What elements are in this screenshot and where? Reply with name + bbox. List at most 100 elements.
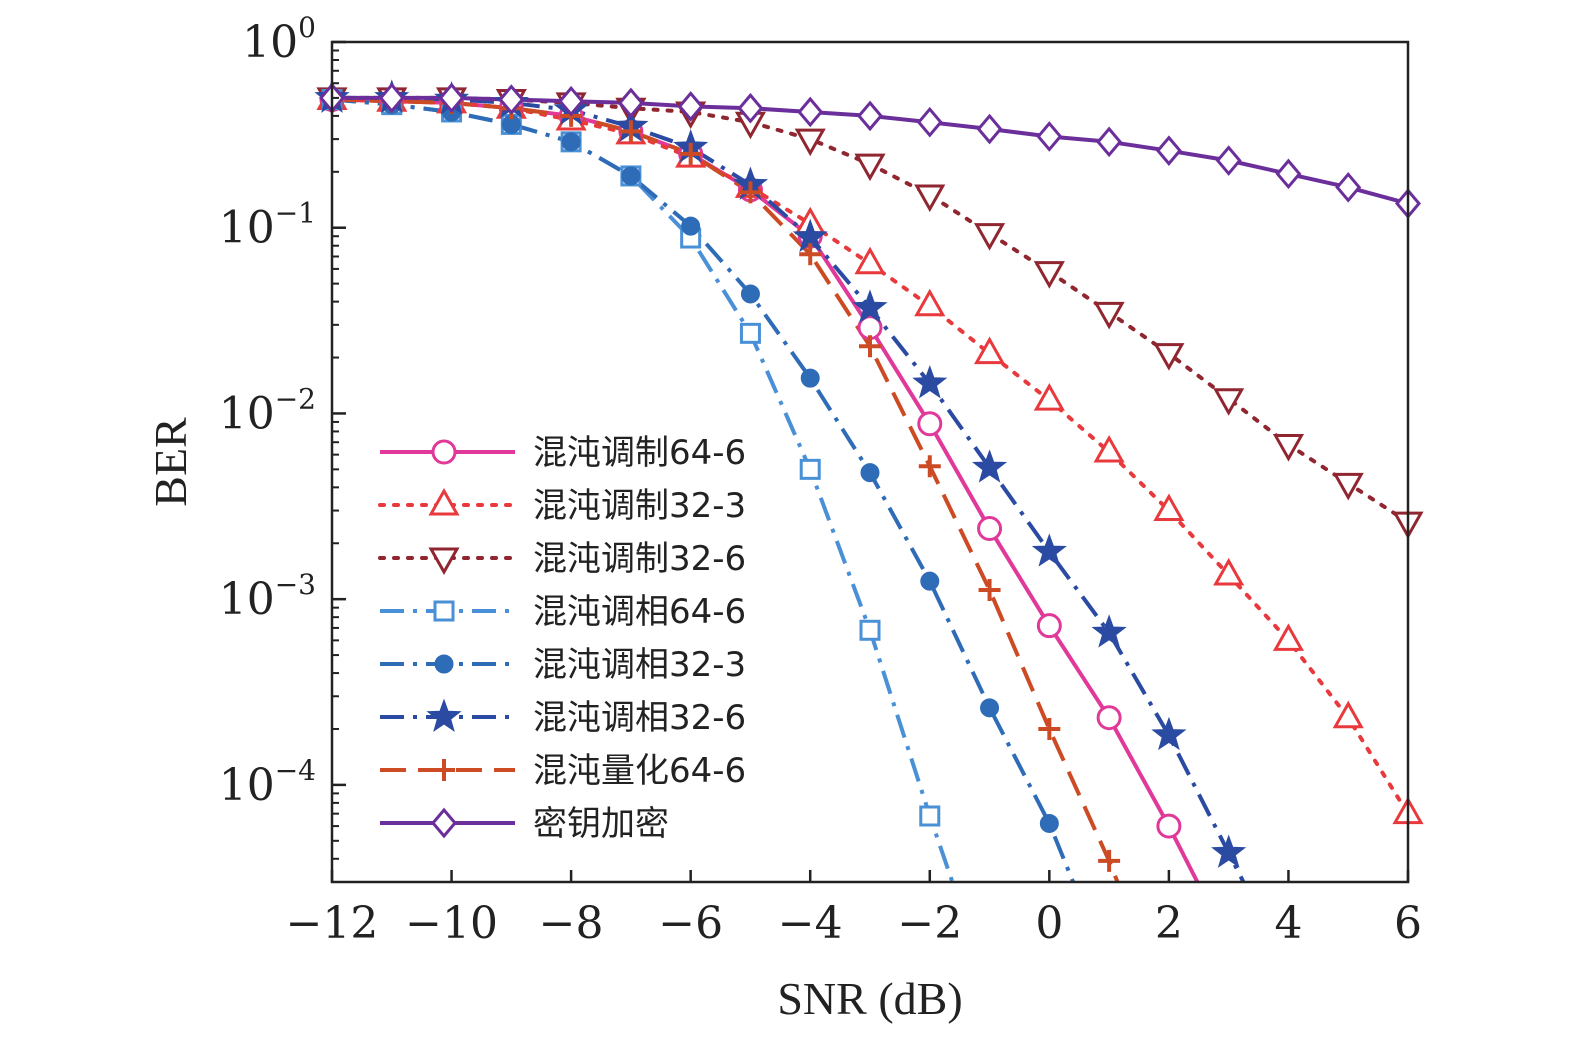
series-5-point: [860, 463, 880, 483]
series-3-point: [1153, 343, 1185, 371]
series-2-point: [1272, 623, 1305, 651]
series-5-point: [920, 571, 940, 591]
y-tick-label: 10−1: [219, 197, 316, 254]
series-1-point: [1156, 813, 1182, 839]
series-3-point: [854, 153, 886, 182]
x-tick-label: −10: [405, 898, 498, 949]
y-axis-title: BER: [145, 417, 196, 507]
series-6-point: [1031, 533, 1067, 567]
series-2-point: [973, 336, 1006, 365]
series-6-point: [1211, 834, 1247, 868]
x-tick-label: −4: [778, 898, 843, 949]
y-tick-label: 10−3: [219, 568, 316, 625]
x-tick-label: −2: [897, 898, 962, 949]
series-4-point: [799, 458, 821, 480]
series-7-point: [679, 142, 702, 165]
series-8-point: [378, 82, 405, 114]
marker-layer: [314, 79, 1424, 872]
legend-marker: [433, 600, 455, 622]
y-tick-label: 10−4: [219, 754, 316, 811]
series-7-point: [978, 579, 1001, 602]
legend-label: 混沌量化64-6: [533, 751, 746, 791]
series-8-point: [1215, 145, 1242, 176]
series-2-point: [854, 246, 886, 275]
series-8-point: [976, 113, 1003, 145]
legend-label: 混沌调相32-3: [533, 645, 746, 685]
series-7-point: [918, 455, 941, 478]
series-3-point: [1272, 434, 1305, 462]
series-5-point: [740, 284, 760, 304]
legend-label: 混沌调相64-6: [533, 592, 746, 632]
series-7-point: [859, 335, 881, 358]
series-8-point: [1155, 135, 1182, 166]
series-8-point: [1096, 126, 1123, 158]
series-2-point: [1093, 434, 1125, 463]
series-line-5: [332, 97, 1076, 882]
series-2-point: [1153, 493, 1185, 522]
series-4-point: [859, 619, 881, 641]
series-5-point: [621, 166, 641, 186]
series-7-point: [1038, 717, 1061, 740]
x-axis: −12 −10 −8 −6 −4 −2 0 2 4 6: [286, 870, 1422, 949]
legend-label: 混沌调制32-3: [533, 486, 746, 526]
y-tick-label: 10−2: [219, 382, 316, 439]
series-5-point: [681, 216, 701, 236]
series-8-point: [617, 87, 644, 119]
legend-label: 密钥加密: [533, 804, 669, 844]
series-6-point: [912, 365, 948, 399]
series-3-point: [1093, 301, 1125, 330]
series-8-point: [1335, 172, 1362, 203]
series-3-point: [1213, 388, 1245, 416]
series-3-point: [1332, 472, 1364, 501]
x-tick-label: 6: [1394, 898, 1422, 949]
series-3-point: [1033, 261, 1065, 289]
series-1-point: [1096, 705, 1122, 731]
legend-marker: [433, 759, 455, 781]
legend-marker: [428, 547, 460, 576]
series-1-point: [917, 411, 943, 437]
series-7-point: [799, 243, 822, 266]
series-5-point: [1039, 813, 1059, 833]
series-6-point: [972, 449, 1008, 483]
series-3-point: [973, 223, 1006, 251]
x-tick-label: 2: [1155, 898, 1183, 949]
series-4-point: [919, 805, 941, 827]
series-6-point: [852, 289, 888, 323]
x-axis-title: SNR (dB): [777, 973, 962, 1024]
legend-label: 混沌调相32-6: [533, 698, 746, 738]
series-8-point: [1275, 158, 1302, 190]
series-5-point: [561, 132, 581, 152]
series-8-point: [1036, 121, 1063, 152]
series-7-point: [739, 181, 762, 204]
series-3-point: [914, 184, 946, 213]
plot-frame: [330, 40, 1410, 884]
x-tick-label: 4: [1274, 898, 1302, 949]
series-2-point: [1213, 557, 1245, 586]
legend-marker: [431, 807, 457, 839]
x-tick-label: 0: [1035, 898, 1063, 949]
series-1-point: [1036, 613, 1062, 639]
x-tick-label: −8: [539, 898, 604, 949]
series-8-point: [857, 100, 883, 132]
legend-marker: [431, 439, 457, 465]
y-axis: 100 10−1 10−2 10−3 10−4: [219, 11, 346, 883]
series-5-point: [800, 368, 820, 388]
series-1-point: [977, 516, 1003, 542]
series-8-point: [438, 82, 465, 114]
series-3-point: [794, 128, 826, 157]
series-8-point: [737, 92, 764, 124]
series-6-point: [1091, 614, 1127, 648]
x-tick-label: −12: [286, 898, 379, 949]
series-8-point: [558, 85, 585, 117]
series-8-point: [916, 106, 943, 138]
series-5-point: [980, 698, 1000, 718]
x-tick-label: −6: [658, 898, 723, 949]
legend: 混沌调制64-6 混沌调制32-3 混沌调制32-6 混沌调相64-6 混沌调相32-3…: [378, 433, 746, 844]
series-8-point: [797, 96, 824, 128]
y-tick-label: 100: [242, 11, 316, 68]
series-7-point: [1098, 849, 1121, 872]
series-2-point: [1332, 700, 1364, 729]
series-2-point: [1033, 383, 1065, 411]
series-8-point: [498, 84, 525, 115]
